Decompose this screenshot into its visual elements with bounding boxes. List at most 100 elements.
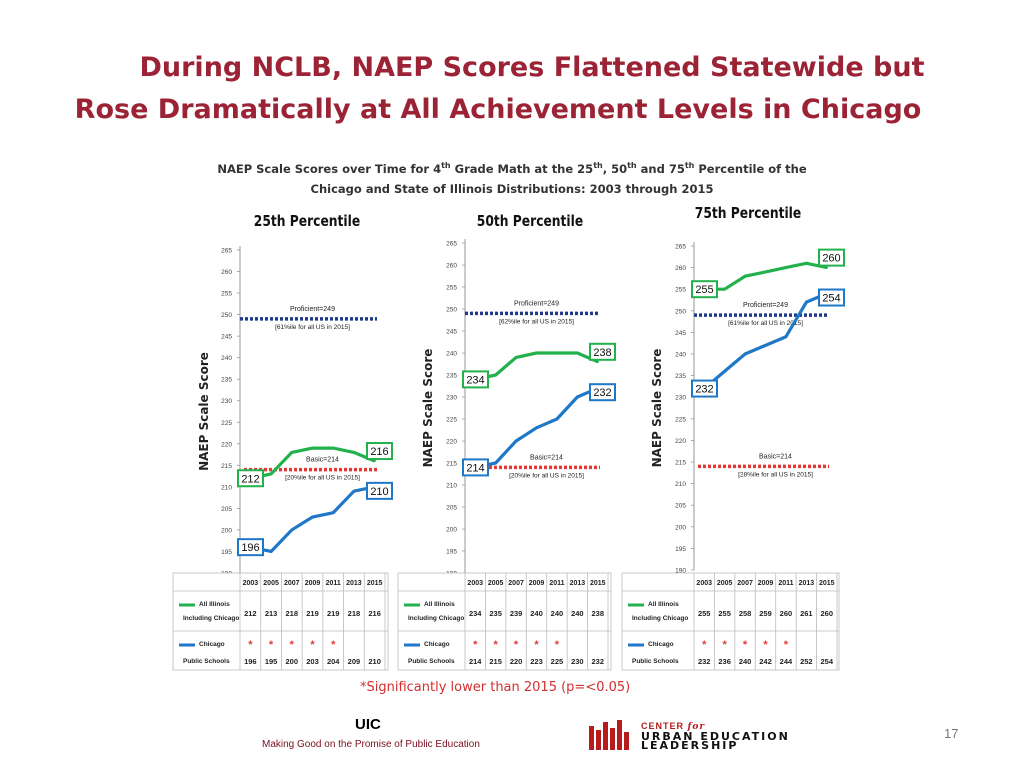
illinois-point [290, 451, 293, 454]
significance-star: * [310, 639, 315, 651]
chicago-table-cell: 215 [489, 657, 502, 666]
y-tick-label: 230 [221, 398, 232, 405]
illinois-series-line [474, 351, 599, 381]
subtitle-part: and 75 [636, 161, 685, 176]
y-tick-label: 195 [675, 546, 686, 553]
illinois-table-cell: 234 [469, 609, 482, 618]
legend-illinois-label2: Including Chicago [408, 615, 464, 622]
x-tick-label: 2009 [305, 580, 321, 587]
illinois-table-cell: 235 [489, 609, 502, 618]
y-tick-label: 265 [446, 241, 457, 248]
illinois-point [723, 288, 726, 291]
chicago-start-callout [691, 379, 718, 398]
x-tick-label: 2015 [367, 580, 383, 587]
y-tick-label: 205 [446, 505, 457, 512]
y-tick-label: 245 [675, 330, 686, 337]
chicago-table-cell: 220 [510, 657, 523, 666]
illinois-point [784, 266, 788, 269]
chicago-table-cell: 240 [739, 657, 752, 666]
chicago-table-cell: 214 [469, 657, 482, 666]
proficient-label: Proficient=249 [743, 302, 788, 309]
chicago-start-callout-text: 214 [466, 462, 484, 474]
subtitle-line2: Chicago and State of Illinois Distributi… [310, 181, 714, 196]
chicago-end-callout-text: 254 [822, 293, 840, 305]
illinois-table-cell: 239 [510, 609, 523, 618]
subtitle-part: , 50 [602, 161, 628, 176]
chicago-point [723, 370, 726, 373]
chicago-table-cell: 200 [286, 657, 299, 666]
y-tick-label: 240 [675, 352, 686, 359]
y-tick-label: 190 [675, 568, 686, 575]
x-tick-label: 2007 [508, 580, 524, 587]
illinois-start-callout [237, 469, 264, 488]
y-tick-label: 220 [221, 441, 232, 448]
y-tick-label: 260 [221, 269, 232, 276]
y-tick-label: 200 [446, 527, 457, 534]
basic-note: [28%ile for all US in 2015] [738, 471, 813, 478]
illinois-end-callout [589, 342, 616, 361]
chicago-end-callout-text: 232 [593, 387, 611, 399]
y-tick-label: 230 [446, 395, 457, 402]
x-tick-label: 2003 [696, 580, 712, 587]
significance-star: * [763, 639, 768, 651]
illinois-end-callout-text: 260 [822, 253, 840, 265]
illinois-start-callout [691, 280, 718, 299]
illinois-table-cell: 261 [800, 609, 813, 618]
chicago-table-cell: 203 [306, 657, 319, 666]
cuel-urban: URBAN EDUCATION [641, 730, 790, 743]
significance-star: * [290, 639, 295, 651]
illinois-table-cell: 219 [327, 609, 340, 618]
chicago-table-cell: 232 [698, 657, 711, 666]
significance-star: * [269, 639, 274, 651]
y-tick-label: 200 [675, 524, 686, 531]
y-tick-label: 215 [221, 463, 232, 470]
legend-chicago-label: Chicago [199, 641, 225, 648]
illinois-point [352, 451, 356, 454]
footnote-star: * [360, 680, 367, 695]
y-tick-label: 230 [675, 395, 686, 402]
chicago-table-cell: 225 [551, 657, 564, 666]
y-tick-label: 260 [446, 263, 457, 270]
illinois-table-cell: 212 [244, 609, 257, 618]
chicago-point [764, 344, 767, 347]
illinois-start-callout-text: 255 [695, 284, 713, 296]
x-tick-label: 2015 [590, 580, 606, 587]
legend-chicago-label2: Public Schools [408, 658, 455, 665]
y-tick-label: 215 [675, 460, 686, 467]
x-tick-label: 2005 [263, 580, 279, 587]
slide-title-line1: During NCLB, NAEP Scores Flattened State… [139, 52, 925, 83]
x-tick-label: 2013 [570, 580, 586, 587]
y-tick-label: 240 [446, 351, 457, 358]
significance-star: * [723, 639, 728, 651]
y-tick-label: 255 [675, 287, 686, 294]
chicago-point [743, 352, 747, 356]
x-tick-label: 2015 [819, 580, 835, 587]
illinois-point [311, 446, 314, 450]
chart-panel-3: 75th Percentile NAEP Scale Score 190 195 200… [621, 205, 845, 671]
y-tick-label: 240 [221, 355, 232, 362]
illinois-table-cell: 219 [306, 609, 319, 618]
chicago-point [332, 511, 335, 514]
illinois-point [805, 262, 808, 265]
chicago-end-callout-text: 210 [370, 486, 388, 498]
chicago-table-cell: 209 [348, 657, 361, 666]
basic-label: Basic=214 [759, 453, 792, 460]
x-tick-label: 2003 [243, 580, 259, 587]
illinois-table-cell: 260 [780, 609, 793, 618]
illinois-end-callout-text: 216 [370, 446, 388, 458]
y-tick-label: 210 [675, 481, 686, 488]
illinois-point [269, 472, 273, 476]
y-axis-label: NAEP Scale Score [197, 352, 211, 471]
y-tick-label: 210 [221, 484, 232, 491]
x-tick-label: 2011 [549, 580, 564, 587]
y-tick-label: 220 [446, 439, 457, 446]
y-tick-label: 265 [221, 248, 232, 255]
y-tick-label: 225 [446, 417, 457, 424]
chicago-table-cell: 252 [800, 657, 813, 666]
chicago-table-cell: 242 [759, 657, 772, 666]
illinois-point [332, 446, 335, 450]
subtitle-part: NAEP Scale Scores over Time for 4 [217, 161, 442, 176]
y-tick-label: 255 [446, 285, 457, 292]
